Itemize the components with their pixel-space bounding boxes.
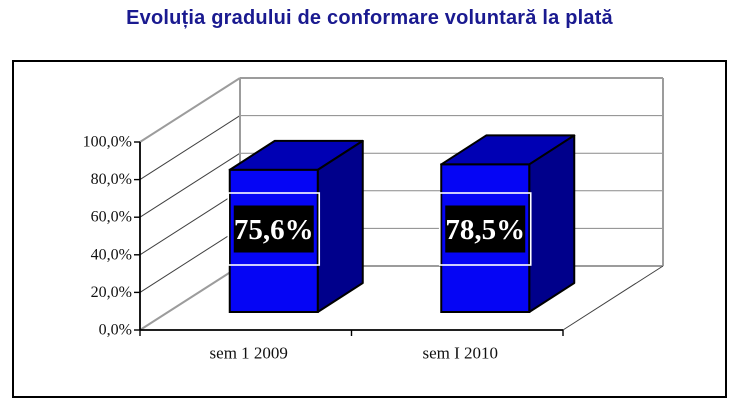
bar-side-face (316, 139, 364, 313)
gridline-wall-diagonal (139, 227, 241, 293)
category-label: sem I 2010 (422, 344, 498, 363)
data-label-bg (445, 205, 526, 253)
chart-plot-frame: 100,0% 80,0% 60,0% 40,0% 20,0% 0,0% 75,6% sem 1… (12, 60, 727, 398)
category-label: sem 1 2009 (210, 344, 288, 363)
bar-chart-3d: 100,0% 80,0% 60,0% 40,0% 20,0% 0,0% 75,6% sem 1… (83, 77, 664, 363)
y-tick-label: 100,0% (83, 134, 132, 151)
y-tick-label: 60,0% (91, 209, 132, 226)
bar-side-face (528, 134, 576, 313)
gridline-wall-diagonal (139, 265, 241, 331)
gridline-wall-diagonal (139, 190, 241, 256)
data-label-border (438, 192, 532, 266)
y-tick-label: 0,0% (99, 322, 132, 339)
gridline-wall-diagonal (139, 152, 241, 218)
y-tick-label: 20,0% (91, 284, 132, 301)
y-tick-label: 80,0% (91, 171, 132, 188)
y-tick-label: 40,0% (91, 246, 132, 263)
data-label-border (227, 192, 321, 266)
gridline-wall-diagonal (139, 115, 241, 181)
data-label-value: 75,6% (234, 214, 314, 246)
gridline-wall-diagonal (139, 77, 241, 143)
data-label-value: 78,5% (445, 214, 525, 246)
data-label-bg (233, 205, 314, 253)
floor-right-edge (562, 265, 664, 331)
page-title: Evoluția gradului de conformare voluntar… (126, 7, 613, 29)
